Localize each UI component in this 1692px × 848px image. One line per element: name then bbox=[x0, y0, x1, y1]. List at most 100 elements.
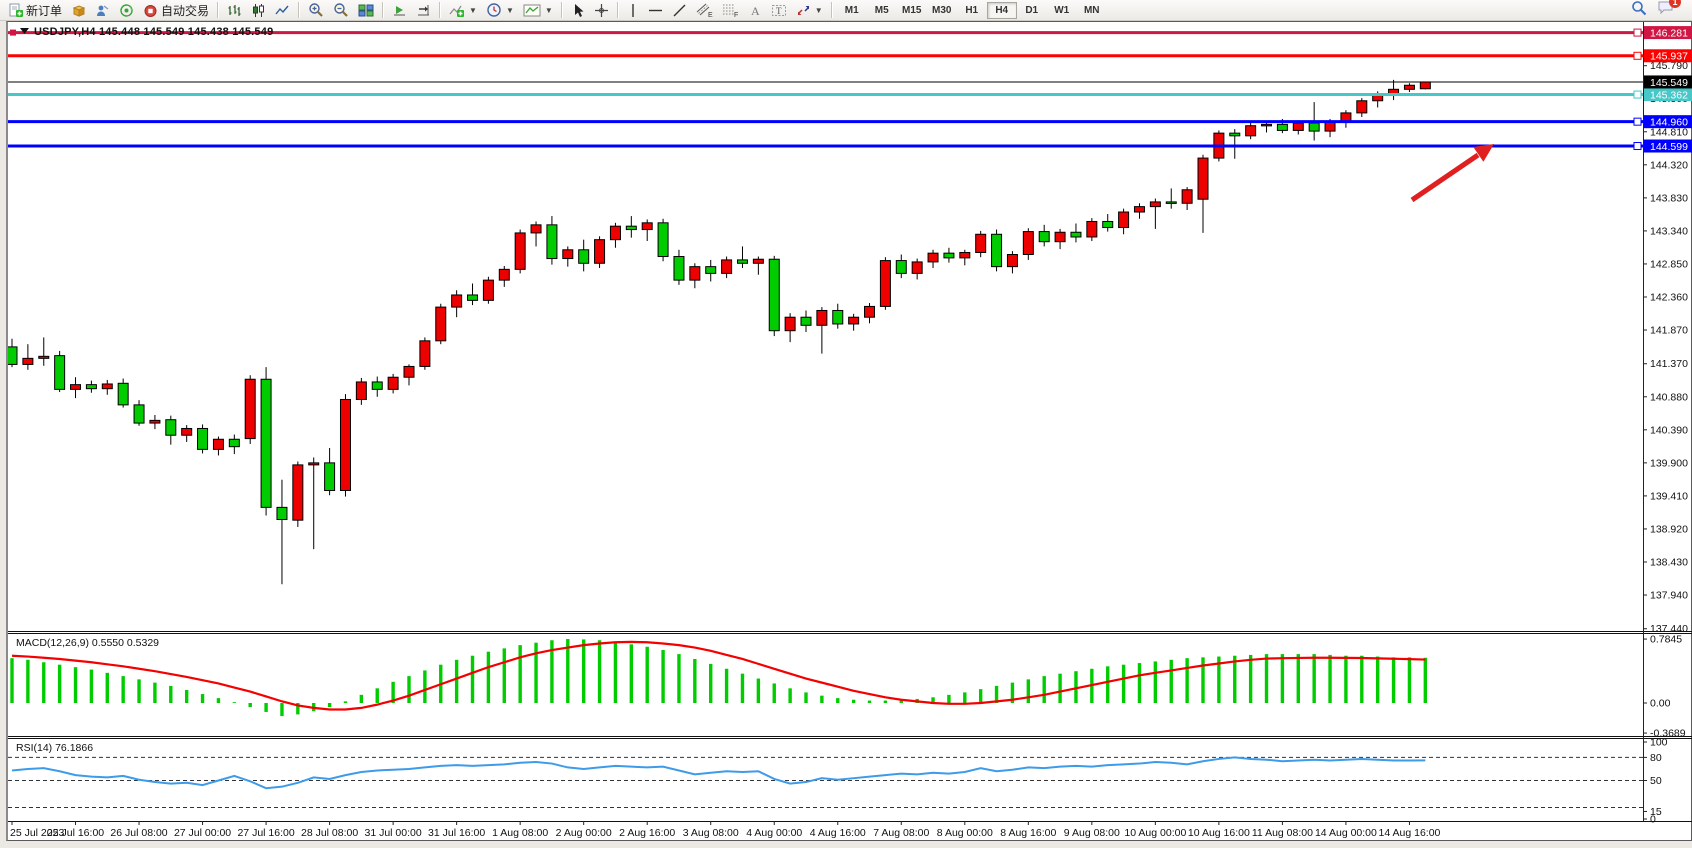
market-watch-button[interactable] bbox=[67, 0, 90, 20]
chart-canvas[interactable]: 145.790145.300144.810144.320143.830143.3… bbox=[8, 22, 1692, 842]
dropdown-caret-icon: ▼ bbox=[469, 5, 477, 15]
svg-text:26 Jul 08:00: 26 Jul 08:00 bbox=[110, 827, 167, 839]
tile-windows-button[interactable] bbox=[354, 0, 378, 20]
svg-text:139.900: 139.900 bbox=[1650, 457, 1688, 469]
svg-text:14 Aug 16:00: 14 Aug 16:00 bbox=[1378, 827, 1440, 839]
new-order-button[interactable]: 新订单 bbox=[4, 0, 66, 20]
hline-handle[interactable] bbox=[1633, 117, 1642, 126]
svg-text:141.370: 141.370 bbox=[1650, 358, 1688, 370]
main-toolbar: 新订单 自动交易 ▼ ▼ ▼ E F A T ▼ M1 M5 M15 M30 H1 H4 D… bbox=[0, 0, 1692, 21]
rsi-label: RSI(14) 76.1866 bbox=[16, 742, 93, 754]
new-order-label: 新订单 bbox=[26, 3, 63, 18]
vertical-line-tool-button[interactable] bbox=[623, 0, 643, 20]
toolbar-separator bbox=[616, 2, 619, 18]
svg-text:100: 100 bbox=[1650, 737, 1668, 749]
timeframe-m1[interactable]: M1 bbox=[844, 4, 859, 16]
svg-text:28 Jul 08:00: 28 Jul 08:00 bbox=[301, 827, 358, 839]
hline-handle[interactable] bbox=[1633, 51, 1642, 60]
svg-text:144.960: 144.960 bbox=[1650, 116, 1688, 128]
timeframe-h4[interactable]: H4 bbox=[986, 1, 1017, 19]
chart-shift-button[interactable] bbox=[412, 0, 435, 20]
svg-text:E: E bbox=[708, 12, 713, 18]
dropdown-caret-icon: ▼ bbox=[814, 5, 823, 15]
clock-icon bbox=[486, 2, 502, 18]
periods-button[interactable]: ▼ bbox=[482, 0, 518, 20]
autotrading-button[interactable]: 自动交易 bbox=[139, 0, 213, 20]
timeframe-m15[interactable]: M15 bbox=[901, 4, 922, 16]
svg-text:141.870: 141.870 bbox=[1650, 325, 1688, 337]
hline-handle[interactable] bbox=[1633, 28, 1642, 37]
templates-button[interactable]: ▼ bbox=[519, 0, 557, 20]
horizontal-line-tool-button[interactable] bbox=[644, 0, 667, 20]
equidistant-channel-icon: E bbox=[696, 2, 713, 18]
fibonacci-icon: F bbox=[722, 2, 739, 18]
fibonacci-tool-button[interactable]: F bbox=[718, 0, 743, 20]
macd-panel: 0.7845 0.00 -0.3689 MACD(12,26,9) 0.5550 0.… bbox=[10, 634, 1686, 740]
zoom-in-button[interactable] bbox=[304, 0, 328, 20]
svg-text:8 Aug 00:00: 8 Aug 00:00 bbox=[937, 827, 993, 839]
auto-scroll-icon bbox=[392, 3, 407, 18]
price-axis: 145.790145.300144.810144.320143.830143.3… bbox=[1643, 60, 1688, 635]
svg-text:10 Aug 00:00: 10 Aug 00:00 bbox=[1124, 827, 1186, 839]
svg-text:31 Jul 00:00: 31 Jul 00:00 bbox=[365, 827, 422, 839]
notification-badge: 1 bbox=[1669, 0, 1681, 8]
timeframe-w1[interactable]: W1 bbox=[1054, 4, 1070, 16]
svg-text:10 Aug 16:00: 10 Aug 16:00 bbox=[1188, 827, 1250, 839]
svg-text:0.00: 0.00 bbox=[1650, 698, 1671, 710]
hline-handle[interactable] bbox=[1633, 142, 1642, 151]
timeframe-d1[interactable]: D1 bbox=[1025, 4, 1039, 16]
chart-shift-icon bbox=[416, 3, 431, 18]
price-badges: 146.281 145.937 145.362 144.960 144.599 145.5… bbox=[1644, 26, 1692, 153]
sonar-icon bbox=[119, 3, 134, 18]
svg-text:25 Jul 2023: 25 Jul 2023 bbox=[10, 827, 64, 839]
timeframe-h1[interactable]: H1 bbox=[965, 4, 979, 16]
hline-handle[interactable] bbox=[1633, 90, 1642, 99]
cursor-tool-button[interactable] bbox=[567, 0, 589, 20]
symbol-marker-icon bbox=[20, 28, 29, 34]
indicators-button[interactable]: ▼ bbox=[445, 0, 481, 20]
autotrading-icon bbox=[143, 3, 158, 18]
svg-text:31 Jul 16:00: 31 Jul 16:00 bbox=[428, 827, 485, 839]
profiles-button[interactable] bbox=[91, 0, 114, 20]
timeframe-m30[interactable]: M30 bbox=[931, 4, 952, 16]
svg-text:2 Aug 16:00: 2 Aug 16:00 bbox=[619, 827, 675, 839]
text-label-icon: T bbox=[771, 3, 787, 18]
arrows-tool-button[interactable]: ▼ bbox=[792, 0, 827, 20]
toolbar-separator bbox=[382, 2, 385, 18]
svg-text:140.390: 140.390 bbox=[1650, 424, 1688, 436]
add-indicator-icon bbox=[449, 3, 465, 18]
line-chart-mode-button[interactable] bbox=[271, 0, 294, 20]
svg-text:142.850: 142.850 bbox=[1650, 258, 1688, 270]
svg-text:137.440: 137.440 bbox=[1650, 623, 1688, 635]
panel-frame bbox=[8, 22, 1692, 822]
candle-chart-mode-button[interactable] bbox=[247, 0, 270, 20]
timeframe-mn[interactable]: MN bbox=[1083, 4, 1100, 16]
signals-button[interactable] bbox=[115, 0, 138, 20]
search-icon[interactable] bbox=[1631, 0, 1647, 21]
template-icon bbox=[523, 3, 541, 18]
svg-text:139.410: 139.410 bbox=[1650, 490, 1688, 502]
svg-text:146.281: 146.281 bbox=[1650, 27, 1688, 39]
zoom-out-button[interactable] bbox=[329, 0, 353, 20]
text-label-tool-button[interactable]: T bbox=[767, 0, 791, 20]
annotation-arrow[interactable] bbox=[1410, 144, 1494, 203]
bar-chart-mode-button[interactable] bbox=[223, 0, 246, 20]
trendline-tool-button[interactable] bbox=[668, 0, 691, 20]
svg-text:137.940: 137.940 bbox=[1650, 590, 1688, 602]
hline-handle[interactable] bbox=[10, 29, 16, 36]
crosshair-tool-button[interactable] bbox=[590, 0, 613, 20]
svg-text:27 Jul 00:00: 27 Jul 00:00 bbox=[174, 827, 231, 839]
notifications-button[interactable]: 1 bbox=[1657, 0, 1681, 20]
channel-tool-button[interactable]: E bbox=[692, 0, 717, 20]
chart-title: USDJPY,H4 145.448 145.549 145.438 145.54… bbox=[34, 26, 274, 38]
auto-scroll-button[interactable] bbox=[388, 0, 411, 20]
profile-chart-icon bbox=[95, 3, 110, 18]
svg-text:0.7845: 0.7845 bbox=[1650, 634, 1682, 646]
text-tool-button[interactable]: A bbox=[744, 0, 766, 20]
timeframe-m5[interactable]: M5 bbox=[874, 4, 889, 16]
zoom-out-icon bbox=[333, 2, 349, 18]
svg-text:80: 80 bbox=[1650, 752, 1662, 764]
candles-icon bbox=[251, 3, 266, 18]
svg-text:138.920: 138.920 bbox=[1650, 523, 1688, 535]
chart-window[interactable]: 145.790145.300144.810144.320143.830143.3… bbox=[6, 21, 1692, 841]
